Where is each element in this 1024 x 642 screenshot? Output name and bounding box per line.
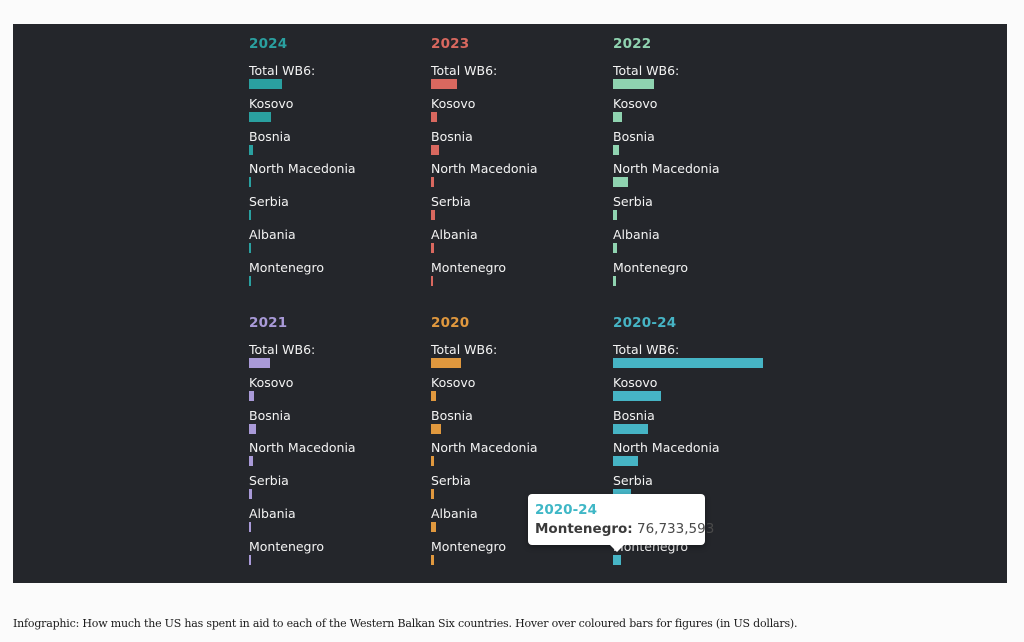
category-label: Montenegro (249, 538, 325, 554)
tooltip-value-line: Montenegro: 76,733,593 (535, 521, 714, 537)
category-label: Total WB6: (249, 342, 316, 357)
bar[interactable] (431, 358, 461, 368)
panel-title: 2020 (431, 315, 470, 331)
bar[interactable] (431, 111, 437, 122)
category-label: Total WB6: (431, 63, 498, 78)
panel-2024: 2024 Total WB6: Kosovo Bosnia North Macedoni… (249, 24, 431, 294)
category-label: Kosovo (249, 95, 294, 111)
bar[interactable] (613, 358, 763, 368)
category-label: Kosovo (249, 374, 294, 390)
bar[interactable] (613, 177, 628, 188)
bar[interactable] (431, 210, 435, 221)
bar[interactable] (249, 275, 251, 286)
category-label: Montenegro (249, 259, 325, 275)
bar[interactable] (249, 79, 282, 89)
category-label: Bosnia (249, 407, 291, 423)
bar[interactable] (249, 390, 254, 401)
category-label: Kosovo (613, 95, 658, 111)
bar[interactable] (249, 243, 251, 253)
bar[interactable] (431, 554, 434, 565)
bar[interactable] (613, 275, 616, 286)
category-label: Serbia (613, 473, 653, 489)
category-label: Kosovo (613, 374, 658, 390)
bar[interactable] (431, 177, 434, 188)
category-label: Albania (431, 227, 478, 242)
bar[interactable] (613, 243, 617, 253)
bar[interactable] (613, 554, 621, 565)
tooltip-label: Montenegro: (535, 521, 633, 537)
category-label: Kosovo (431, 374, 476, 390)
bar[interactable] (249, 554, 251, 565)
bar[interactable] (431, 243, 434, 253)
category-label: Albania (431, 506, 478, 521)
panel-2020: 2020 Total WB6: Kosovo Bosnia North Macedoni… (431, 303, 613, 573)
bar[interactable] (249, 456, 253, 467)
category-label: Montenegro (613, 259, 689, 275)
panel-title: 2023 (431, 36, 470, 52)
category-label: Total WB6: (249, 63, 316, 78)
bar[interactable] (431, 522, 436, 532)
bar[interactable] (249, 358, 270, 368)
category-label: North Macedonia (613, 440, 720, 456)
bar[interactable] (431, 144, 439, 155)
bar[interactable] (249, 522, 251, 532)
bar[interactable] (431, 456, 434, 467)
category-label: Montenegro (431, 259, 507, 275)
category-label: North Macedonia (431, 440, 538, 456)
bar[interactable] (249, 144, 253, 155)
panel-title: 2021 (249, 315, 288, 331)
category-label: Serbia (249, 473, 289, 489)
bar[interactable] (431, 390, 436, 401)
panel-title: 2020-24 (613, 315, 677, 331)
value-tooltip: 2020-24 Montenegro: 76,733,593 (528, 494, 714, 552)
bar[interactable] (613, 456, 638, 467)
category-label: Total WB6: (613, 342, 680, 357)
category-label: Bosnia (249, 128, 291, 144)
bar[interactable] (613, 144, 619, 155)
category-label: Bosnia (431, 128, 473, 144)
panel-2022: 2022 Total WB6: Kosovo Bosnia North Macedoni… (613, 24, 795, 294)
category-label: Serbia (431, 194, 471, 210)
category-label: North Macedonia (249, 161, 356, 177)
bar[interactable] (613, 111, 622, 122)
category-label: North Macedonia (431, 161, 538, 177)
bar[interactable] (249, 210, 251, 221)
category-label: Albania (249, 227, 296, 242)
category-label: Total WB6: (431, 342, 498, 357)
panel-2021: 2021 Total WB6: Kosovo Bosnia North Macedoni… (249, 303, 431, 573)
category-label: Serbia (431, 473, 471, 489)
bar[interactable] (431, 489, 434, 500)
tooltip-title: 2020-24 (535, 502, 597, 518)
bar[interactable] (613, 390, 661, 401)
figure-caption: Infographic: How much the US has spent i… (13, 617, 798, 630)
category-label: Albania (613, 227, 660, 242)
panel-2023: 2023 Total WB6: Kosovo Bosnia North Macedoni… (431, 24, 613, 294)
bar[interactable] (431, 423, 441, 434)
tooltip-value: 76,733,593 (637, 521, 715, 537)
category-label: Serbia (249, 194, 289, 210)
bar[interactable] (431, 275, 433, 286)
category-label: Total WB6: (613, 63, 680, 78)
panel-title: 2022 (613, 36, 652, 52)
bar[interactable] (249, 423, 256, 434)
bar[interactable] (249, 489, 252, 500)
category-label: Bosnia (431, 407, 473, 423)
bar[interactable] (431, 79, 457, 89)
bar[interactable] (613, 210, 617, 221)
category-label: Bosnia (613, 407, 655, 423)
category-label: North Macedonia (249, 440, 356, 456)
bar[interactable] (249, 111, 271, 122)
category-label: North Macedonia (613, 161, 720, 177)
infographic-canvas: 2024 Total WB6: Kosovo Bosnia North Macedoni… (13, 24, 1007, 583)
category-label: Montenegro (431, 538, 507, 554)
category-label: Serbia (613, 194, 653, 210)
category-label: Albania (249, 506, 296, 521)
category-label: Bosnia (613, 128, 655, 144)
category-label: Kosovo (431, 95, 476, 111)
panel-title: 2024 (249, 36, 288, 52)
bar[interactable] (613, 423, 648, 434)
bar[interactable] (249, 177, 251, 188)
bar[interactable] (613, 79, 654, 89)
